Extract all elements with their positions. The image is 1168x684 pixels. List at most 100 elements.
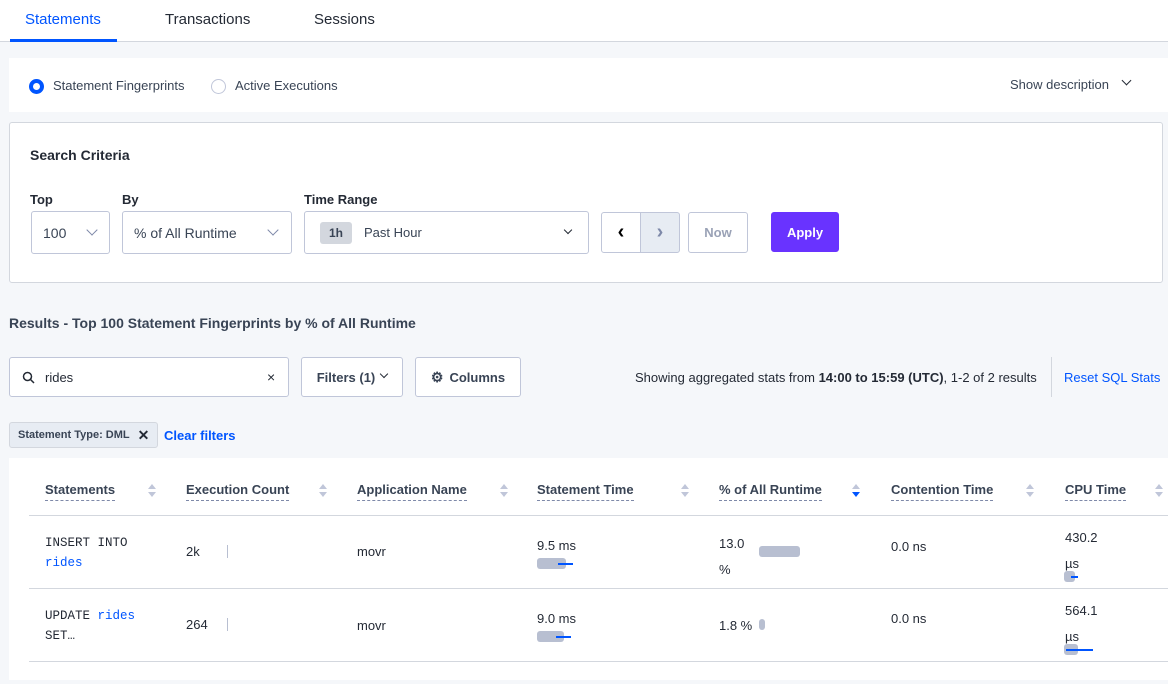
tab-statements[interactable]: Statements xyxy=(25,11,101,28)
statement-time-dev xyxy=(556,636,571,638)
columns-label: Columns xyxy=(449,369,506,385)
cpu-dev xyxy=(1071,576,1078,578)
row-divider xyxy=(29,515,1168,516)
columns-button[interactable]: ⚙ Columns xyxy=(415,357,521,397)
statement-time: 9.5 ms xyxy=(537,538,577,553)
filter-tag-label: Statement Type: DML xyxy=(18,429,130,441)
column-header-statement-time[interactable]: Statement Time xyxy=(537,482,634,501)
sort-desc-icon[interactable] xyxy=(852,484,860,498)
column-header-execution-count[interactable]: Execution Count xyxy=(186,482,290,501)
contention-time: 0.0 ns xyxy=(891,611,927,626)
sort-icon[interactable] xyxy=(1026,484,1034,498)
tab-bar: Statements Transactions Sessions xyxy=(0,0,1168,42)
statement-link[interactable]: INSERT INTO rides xyxy=(45,533,128,573)
pct-unit: % xyxy=(719,562,731,577)
show-description-button[interactable]: Show description xyxy=(1010,77,1109,92)
top-select[interactable]: 100 xyxy=(31,211,110,254)
radio-label[interactable]: Active Executions xyxy=(235,78,338,93)
statement-time-dev xyxy=(558,563,573,565)
statement-link[interactable]: UPDATE rides SET… xyxy=(45,606,135,646)
count-bar xyxy=(227,545,228,558)
time-value: Past Hour xyxy=(364,225,422,240)
by-label: By xyxy=(122,192,139,207)
column-header-pct-runtime[interactable]: % of All Runtime xyxy=(719,482,822,501)
stmt-rest: SET… xyxy=(45,629,76,643)
gear-icon: ⚙ xyxy=(430,368,444,385)
time-range-select[interactable]: 1h Past Hour xyxy=(304,211,589,254)
now-button[interactable]: Now xyxy=(688,212,748,253)
stmt-text: UPDATE xyxy=(45,609,91,623)
column-header-cpu-time[interactable]: CPU Time xyxy=(1065,482,1127,501)
column-header-application-name[interactable]: Application Name xyxy=(357,482,467,501)
by-select[interactable]: % of All Runtime xyxy=(122,211,292,254)
cpu-dev xyxy=(1066,649,1093,651)
statement-time-bar xyxy=(537,631,564,642)
column-header-contention-time[interactable]: Contention Time xyxy=(891,482,994,501)
statements-table xyxy=(9,458,1168,680)
row-divider xyxy=(29,661,1168,662)
chevron-down-icon xyxy=(1121,75,1132,86)
search-icon xyxy=(22,371,35,384)
pct-runtime: 1.8 % xyxy=(719,618,753,633)
execution-count: 264 xyxy=(186,617,208,632)
next-time-button[interactable]: › xyxy=(640,212,680,253)
radio-label[interactable]: Statement Fingerprints xyxy=(53,78,185,93)
pct-value: 13.0 xyxy=(719,536,745,551)
cpu-unit: µs xyxy=(1065,556,1079,571)
statement-time-bar xyxy=(537,558,566,569)
stats-range: 14:00 to 15:59 (UTC) xyxy=(818,370,944,385)
column-header-statements[interactable]: Statements xyxy=(45,482,116,501)
app-name: movr xyxy=(357,618,386,633)
section-title: Search Criteria xyxy=(30,147,130,163)
chevron-down-icon xyxy=(563,225,573,235)
cpu-bar xyxy=(1064,571,1075,582)
filter-tag: Statement Type: DML ✕ xyxy=(9,422,159,448)
time-range-label: Time Range xyxy=(304,192,378,207)
filters-button[interactable]: Filters (1) xyxy=(301,357,403,397)
previous-time-button[interactable]: ‹ xyxy=(601,212,641,253)
apply-button[interactable]: Apply xyxy=(771,212,839,252)
search-value: rides xyxy=(45,370,74,385)
chevron-right-icon: › xyxy=(656,221,664,243)
chevron-down-icon xyxy=(267,224,279,236)
pct-bar xyxy=(759,619,765,630)
results-title: Results - Top 100 Statement Fingerprints… xyxy=(9,315,416,331)
cpu-value: 564.1 xyxy=(1065,603,1098,618)
stmt-text: INSERT INTO xyxy=(45,536,128,550)
sort-icon[interactable] xyxy=(681,484,689,498)
divider xyxy=(1051,357,1052,397)
chevron-down-icon xyxy=(86,224,98,236)
stats-summary: Showing aggregated stats from 14:00 to 1… xyxy=(635,370,1037,385)
count-bar xyxy=(227,618,228,631)
row-divider xyxy=(29,588,1168,589)
sort-icon[interactable] xyxy=(148,484,156,498)
stats-prefix: Showing aggregated stats from xyxy=(635,370,819,385)
chevron-left-icon: ‹ xyxy=(617,221,625,243)
cpu-time: 564.1 µs xyxy=(1065,598,1098,650)
filters-label: Filters (1) xyxy=(316,369,376,385)
sort-icon[interactable] xyxy=(1155,484,1163,498)
radio-active-executions[interactable] xyxy=(211,79,226,94)
top-label: Top xyxy=(30,192,53,207)
clear-search-icon[interactable]: × xyxy=(267,369,276,385)
top-value: 100 xyxy=(43,225,67,241)
pct-bar xyxy=(759,546,800,557)
tab-sessions[interactable]: Sessions xyxy=(314,11,375,28)
reset-sql-stats-link[interactable]: Reset SQL Stats xyxy=(1064,370,1161,385)
clear-filters-link[interactable]: Clear filters xyxy=(164,428,236,443)
mode-selector: Statement Fingerprints Active Executions… xyxy=(9,58,1168,112)
cpu-time: 430.2 µs xyxy=(1065,525,1098,577)
remove-filter-icon[interactable]: ✕ xyxy=(137,426,150,443)
radio-statement-fingerprints[interactable] xyxy=(29,79,44,94)
stmt-table: rides xyxy=(45,556,83,570)
chevron-down-icon xyxy=(380,369,389,379)
time-badge: 1h xyxy=(320,222,353,244)
search-criteria: Search Criteria Top By Time Range 100 % … xyxy=(9,122,1163,283)
statement-time: 9.0 ms xyxy=(537,611,577,626)
sort-icon[interactable] xyxy=(500,484,508,498)
sort-icon[interactable] xyxy=(319,484,327,498)
search-input[interactable]: rides × xyxy=(9,357,289,397)
tab-transactions[interactable]: Transactions xyxy=(165,11,251,28)
app-name: movr xyxy=(357,544,386,559)
stmt-table: rides xyxy=(97,609,136,623)
